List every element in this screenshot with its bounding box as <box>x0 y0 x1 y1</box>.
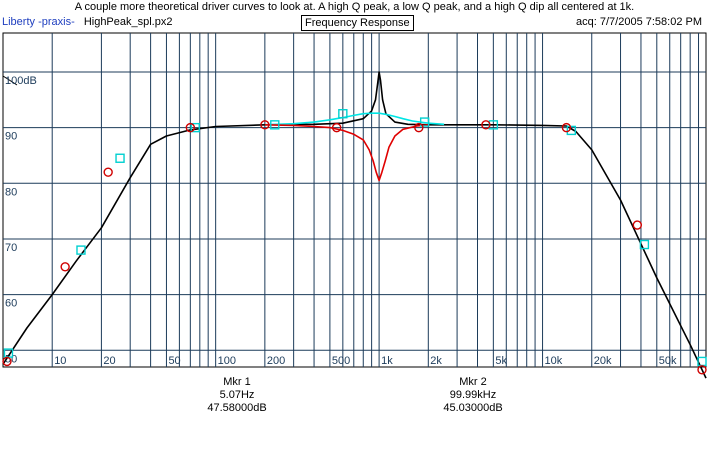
marker-1-title: Mkr 1 <box>223 376 251 388</box>
app-name: Liberty -praxis- <box>2 16 75 28</box>
square-marker <box>270 120 280 130</box>
square-marker <box>76 245 86 255</box>
x-tick-label: 50k <box>659 355 677 367</box>
square-marker <box>566 125 577 136</box>
circle-marker <box>697 365 707 375</box>
y-tick-label: 90 <box>5 131 17 143</box>
circle-marker <box>331 122 342 133</box>
square-marker <box>639 239 650 250</box>
y-tick-label: 80 <box>5 186 17 198</box>
x-tick-label: 200 <box>267 355 285 367</box>
series-line-low-q <box>264 112 445 126</box>
x-tick-label: 10k <box>545 355 563 367</box>
page-caption: A couple more theoretical driver curves … <box>74 1 635 13</box>
circle-marker <box>260 120 270 130</box>
circle-marker <box>414 122 424 133</box>
series-line-dip <box>264 124 429 182</box>
marker-2-level: 45.03000dB <box>443 402 503 414</box>
plot-frame <box>2 32 707 368</box>
header-left: Liberty -praxis- HighPeak_spl.px2 <box>2 16 172 28</box>
circle-marker <box>481 120 491 130</box>
x-tick-label: 20k <box>594 355 612 367</box>
file-name: HighPeak_spl.px2 <box>83 16 173 28</box>
x-tick-label: 500 <box>332 355 350 367</box>
series-line-base <box>2 71 707 379</box>
x-tick-label: 50 <box>168 355 180 367</box>
circle-marker <box>632 220 643 230</box>
y-tick-label: 60 <box>5 298 17 310</box>
marker-1-readout: Mkr 1 5.07Hz 47.58000dB <box>167 376 307 415</box>
x-tick-label: 20 <box>103 355 115 367</box>
marker-1-frequency: 5.07Hz <box>219 389 255 401</box>
mode-button[interactable]: Frequency Response <box>301 15 414 31</box>
marker-2-frequency: 99.99kHz <box>449 389 497 401</box>
circle-marker <box>103 167 113 177</box>
x-tick-label: 1k <box>381 355 393 367</box>
acquisition-timestamp: acq: 7/7/2005 7:58:02 PM <box>576 16 702 28</box>
y-tick-label: 70 <box>5 242 17 254</box>
circle-marker <box>60 262 70 272</box>
square-marker <box>190 122 200 133</box>
circle-marker <box>561 122 572 133</box>
x-tick-label: 2k <box>430 355 442 367</box>
square-marker <box>338 109 348 119</box>
marker-2-readout: Mkr 2 99.99kHz 45.03000dB <box>403 376 543 415</box>
x-tick-label: 100 <box>218 355 236 367</box>
square-marker <box>115 153 125 163</box>
x-tick-label: 5k <box>495 355 507 367</box>
marker-1-level: 47.58000dB <box>207 402 267 414</box>
marker-2-title: Mkr 2 <box>459 376 487 388</box>
x-tick-label: 10 <box>54 355 66 367</box>
square-marker <box>419 117 430 127</box>
circle-marker <box>185 122 196 133</box>
circle-marker <box>2 356 12 367</box>
y-tick-label: 100dB <box>5 75 37 87</box>
y-axis-arrow <box>2 75 18 86</box>
